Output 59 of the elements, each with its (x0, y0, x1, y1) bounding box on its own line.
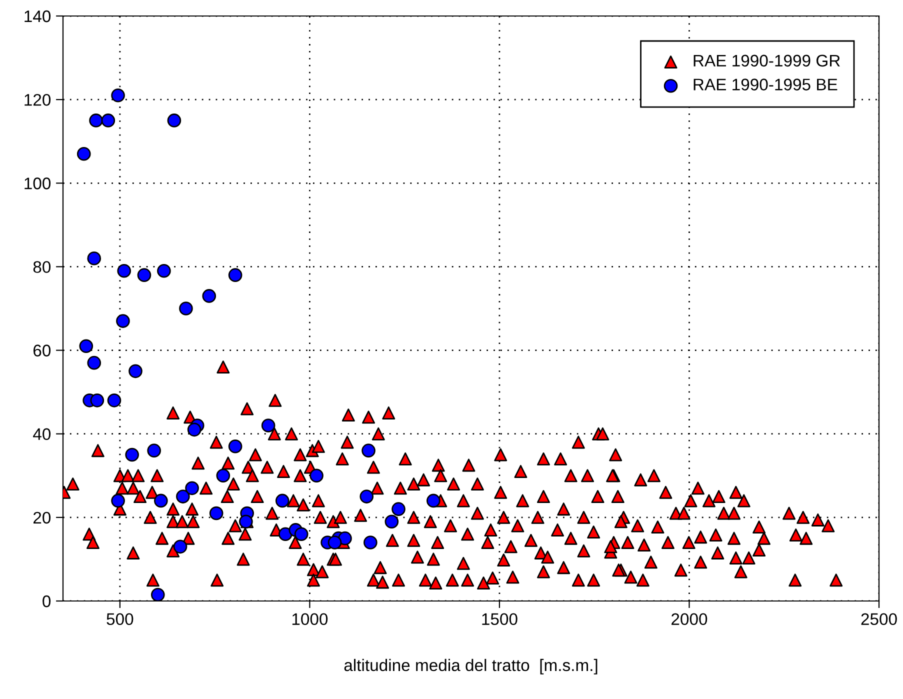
point (79, 339, 94, 354)
point (294, 527, 308, 542)
point (125, 448, 139, 462)
point (157, 264, 171, 278)
point (310, 468, 324, 483)
point (101, 114, 116, 128)
y-tick-label: 40 (33, 428, 51, 440)
x-axis-title: altitudine media del tratto [m.s.m.] (344, 658, 598, 674)
point (364, 536, 378, 550)
y-tick-label: 20 (33, 512, 51, 524)
point (228, 268, 242, 282)
x-tick-label: 1500 (482, 613, 518, 626)
legend-label: RAE 1990-1999 GR (694, 54, 840, 67)
point (147, 444, 161, 458)
x-tick-label: 500 (106, 613, 134, 626)
x-tick-label: 1000 (292, 613, 328, 626)
x-tick-label: 2000 (672, 613, 708, 626)
point (176, 490, 190, 504)
y-tick-label: 80 (33, 261, 51, 273)
point (173, 540, 188, 554)
point (116, 314, 130, 328)
x-tick-label: 2500 (861, 613, 897, 626)
point (117, 264, 132, 278)
point (209, 506, 224, 520)
point (216, 468, 230, 483)
point (187, 422, 202, 437)
legend-label: RAE 1990-1995 BE (694, 78, 838, 90)
point (128, 364, 142, 378)
point (179, 302, 193, 316)
point (111, 88, 125, 102)
point (150, 588, 165, 601)
point (328, 536, 342, 550)
point (392, 502, 406, 516)
point (362, 444, 376, 458)
point (228, 439, 242, 454)
point (360, 490, 374, 504)
point (87, 356, 102, 370)
y-tick-label: 140 (24, 10, 51, 22)
point (185, 481, 199, 496)
point (202, 289, 216, 303)
point (338, 531, 352, 546)
y-tick-label: 120 (24, 94, 51, 106)
y-tick-label: 60 (34, 344, 51, 356)
point (384, 514, 399, 529)
point (76, 146, 91, 161)
point (137, 268, 152, 282)
point (111, 494, 125, 508)
y-tick-label: 100 (24, 178, 51, 190)
point (89, 114, 103, 128)
point (87, 251, 102, 266)
point (261, 418, 276, 432)
point (90, 394, 104, 408)
point (278, 527, 292, 542)
point (167, 114, 182, 128)
y-tick-label: 0 (42, 595, 51, 608)
point (107, 394, 122, 408)
point (426, 494, 440, 508)
point (275, 494, 290, 508)
point (154, 494, 168, 508)
